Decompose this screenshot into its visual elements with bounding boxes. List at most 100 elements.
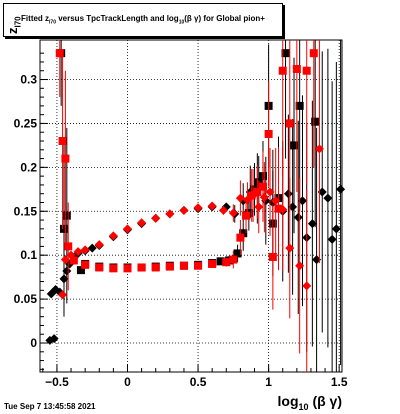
data-point-square <box>295 101 304 110</box>
x-tick-label: 0.5 <box>190 375 207 389</box>
data-point-diamond <box>193 203 203 213</box>
data-point-diamond <box>259 192 269 202</box>
data-point-diamond <box>312 255 322 265</box>
data-point-diamond <box>285 243 295 253</box>
data-point-square <box>62 211 71 220</box>
x-axis-label-sub: 10 <box>298 402 309 412</box>
data-point-square <box>302 66 311 75</box>
data-point-square <box>258 182 267 191</box>
data-point-square <box>274 204 283 213</box>
data-point-diamond <box>271 196 281 206</box>
data-point-diamond <box>283 189 293 199</box>
data-point-square <box>264 129 273 138</box>
data-point-square <box>229 255 238 264</box>
data-point-square <box>253 187 262 196</box>
data-point-square <box>216 257 225 266</box>
data-point-square <box>247 191 256 200</box>
title-prefix: Fitted z <box>21 14 50 23</box>
data-point-square <box>61 154 70 163</box>
y-tick-label: 0 <box>30 336 37 350</box>
data-point-diamond <box>297 196 307 206</box>
data-point-diamond <box>73 247 83 257</box>
data-point-diamond <box>317 187 327 197</box>
data-point-square <box>64 242 73 251</box>
data-point-diamond <box>235 193 245 203</box>
title-mid: versus TpcTrackLength and log <box>56 14 179 23</box>
y-tick-label: 0.15 <box>14 204 38 218</box>
data-point-square <box>281 49 290 58</box>
title-sub-1: I70 <box>49 19 56 26</box>
data-point-diamond <box>288 202 298 212</box>
data-point-square <box>311 117 320 126</box>
data-point-diamond <box>80 245 90 255</box>
data-point-diamond <box>254 202 264 212</box>
y-axis-label-sub: I70 <box>13 16 23 28</box>
data-point-square <box>239 229 248 238</box>
data-point-diamond <box>87 243 97 253</box>
data-point-square <box>292 64 301 73</box>
data-point-diamond <box>94 240 104 250</box>
data-point-square <box>165 262 174 271</box>
data-point-square <box>58 137 67 146</box>
data-point-diamond <box>49 334 59 344</box>
data-point-square <box>137 263 146 272</box>
data-point-diamond <box>60 255 70 265</box>
y-tick-label: 0.2 <box>20 160 37 174</box>
y-tick-label: 0.3 <box>20 73 37 87</box>
x-axis-label: log10 (β γ) <box>278 393 342 412</box>
data-point-diamond <box>108 231 118 241</box>
data-point-square <box>123 264 132 273</box>
data-point-diamond <box>207 201 217 211</box>
data-point-square <box>69 256 78 265</box>
title-sub-2: 10 <box>178 19 185 26</box>
data-point-diamond <box>295 261 305 271</box>
data-series <box>55 40 318 310</box>
data-point-square <box>285 119 294 128</box>
x-tick-label: 0 <box>124 375 131 389</box>
data-point-square <box>222 258 231 267</box>
x-tick-label: 1 <box>265 375 272 389</box>
data-point-diamond <box>228 208 238 218</box>
chart-title: Fitted zI70 versus TpcTrackLength and lo… <box>4 14 282 26</box>
y-tick-label: 0.05 <box>14 292 38 306</box>
title-suffix: (β γ) for Global pion+ <box>184 14 265 23</box>
data-point-square <box>242 211 251 220</box>
data-point-diamond <box>327 234 337 244</box>
data-point-square <box>290 141 299 150</box>
data-point-diamond <box>179 205 189 215</box>
data-point-square <box>55 49 64 58</box>
data-point-diamond <box>336 184 346 194</box>
data-point-square <box>309 49 318 58</box>
data-point-square <box>76 266 85 275</box>
date-stamp: Tue Sep 7 13:45:58 2021 <box>4 402 96 411</box>
x-axis-label-suffix: (β γ) <box>308 393 342 410</box>
y-tick-label: 0.1 <box>20 248 37 262</box>
x-tick-label: 1.5 <box>331 375 348 389</box>
data-point-diamond <box>265 187 275 197</box>
data-point-diamond <box>137 218 147 228</box>
data-point-square <box>268 252 277 261</box>
data-point-diamond <box>293 212 303 222</box>
data-point-square <box>95 263 104 272</box>
data-point-diamond <box>302 281 312 291</box>
data-point-square <box>233 249 242 258</box>
y-axis-label: zI70 <box>5 14 25 34</box>
data-point-square <box>59 224 68 233</box>
y-axis-label-main: z <box>5 27 20 35</box>
data-point-diamond <box>55 287 65 297</box>
data-point-diamond <box>307 219 317 229</box>
data-point-diamond <box>122 224 132 234</box>
data-point-diamond <box>151 213 161 223</box>
data-point-square <box>151 263 160 272</box>
data-point-square <box>278 66 287 75</box>
data-point-diamond <box>58 290 68 300</box>
data-point-square <box>236 233 245 242</box>
data-point-diamond <box>314 144 324 154</box>
data-point-diamond <box>218 205 228 215</box>
data-point-square <box>179 261 188 270</box>
data-point-square <box>81 260 90 269</box>
data-point-diamond <box>323 193 333 203</box>
data-point-square <box>194 261 203 270</box>
data-point-square <box>208 259 217 268</box>
